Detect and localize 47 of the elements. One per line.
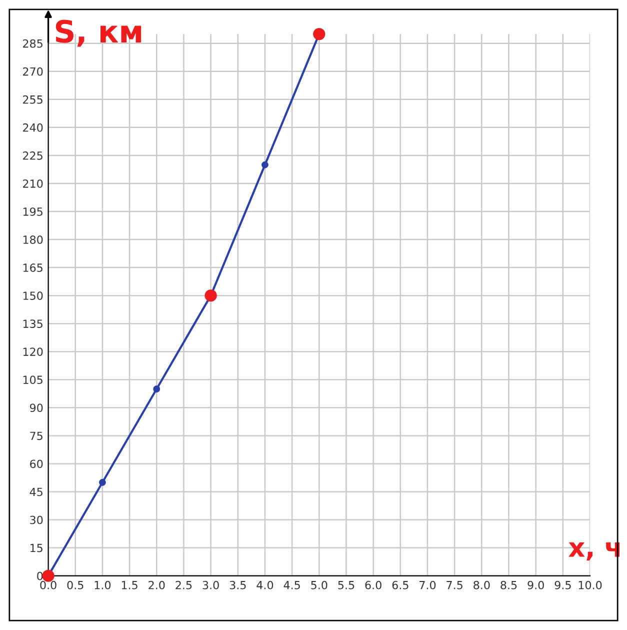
point: [262, 161, 268, 168]
x-tick-label: 7.5: [446, 581, 462, 590]
y-tick-label: 165: [23, 264, 42, 272]
x-tick-label: 3.5: [230, 580, 246, 590]
point: [313, 28, 326, 40]
y-tick-label: 150: [23, 292, 43, 300]
x-tick-label: 9.0: [528, 580, 544, 590]
y-tick-label: 225: [23, 151, 42, 160]
y-tick-label: 45: [30, 488, 42, 496]
x-tick-label: 1.5: [122, 581, 138, 590]
y-tick-label: 210: [23, 179, 43, 188]
point: [153, 386, 160, 392]
x-tick-label: 0.0: [40, 580, 56, 590]
x-tick-label: 0.5: [67, 580, 84, 590]
y-tick-label: 285: [23, 39, 42, 48]
x-tick-label: 9.5: [554, 580, 571, 590]
y-tick-label: 60: [30, 460, 43, 468]
x-tick-label: 4.0: [256, 580, 274, 590]
y-tick-label: 195: [23, 207, 42, 216]
x-tick-label: 2.0: [148, 580, 165, 590]
y-tick-label: 180: [23, 236, 43, 244]
x-tick-label: 6.0: [365, 580, 382, 590]
y-tick-label: 15: [30, 544, 42, 552]
x-tick-label: 7.0: [420, 580, 436, 590]
x-tick-label: 8.5: [500, 580, 517, 590]
x-tick-label: 8.0: [474, 580, 490, 590]
x-tick-label: 1.0: [94, 580, 111, 590]
y-tick-label: 255: [23, 95, 42, 104]
x-tick-label: 5.5: [338, 581, 354, 590]
y-tick-label: 30: [30, 516, 43, 524]
y-axis-title: S, км: [56, 20, 142, 47]
x-tick-label: 5.0: [311, 580, 328, 590]
y-tick-label: 0: [37, 572, 43, 580]
y-tick-label: 135: [23, 320, 42, 328]
x-tick-label: 10.0: [578, 580, 602, 590]
x-tick-label: 3.0: [202, 580, 219, 590]
y-tick-label: 240: [23, 123, 43, 132]
point: [204, 290, 217, 302]
y-tick-label: 90: [30, 404, 43, 412]
y-tick-label: 270: [23, 67, 43, 76]
x-tick-label: 4.5: [284, 581, 300, 590]
y-tick-label: 120: [23, 348, 43, 356]
point: [98, 478, 106, 486]
y-tick-label: 75: [30, 432, 42, 440]
x-tick-label: 6.5: [392, 580, 408, 590]
y-tick-label: 105: [23, 376, 42, 384]
x-tick-label: 2.5: [176, 580, 192, 590]
